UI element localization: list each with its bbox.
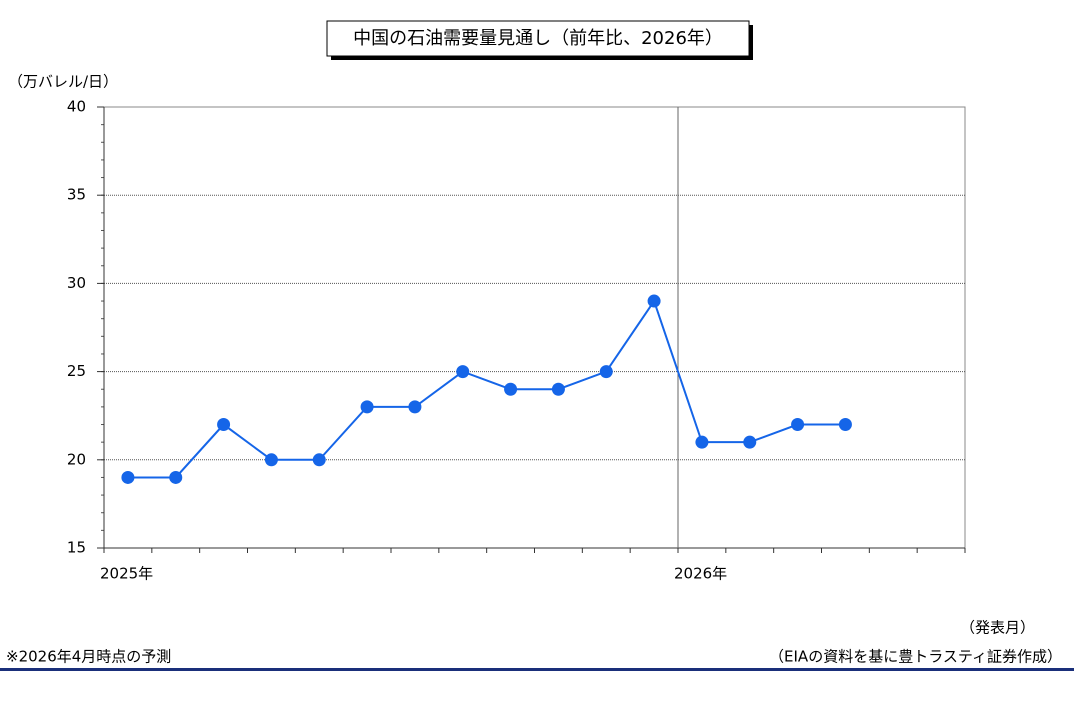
chart-title: 中国の石油需要量見通し（前年比、2026年） — [353, 28, 723, 49]
source: （EIAの資料を基に豊トラスティ証券作成） — [769, 648, 1062, 666]
data-point — [121, 470, 135, 484]
note: ※2026年4月時点の予測 — [6, 648, 171, 666]
plot-frame — [103, 106, 966, 549]
data-point — [743, 435, 757, 449]
data-point — [169, 470, 183, 484]
y-axis-label: （万バレル/日） — [8, 73, 118, 91]
title-box — [326, 20, 750, 57]
x-tick-label: 2025年 — [100, 565, 153, 583]
data-point — [838, 418, 852, 432]
series-line — [127, 298, 846, 479]
data-point — [791, 418, 805, 432]
x-axis-label: （発表月） — [960, 619, 1035, 637]
y-tick-label: 40 — [67, 98, 86, 116]
data-point — [408, 400, 422, 414]
footer-rule — [0, 668, 1074, 671]
x-tick-label: 2026年 — [674, 565, 727, 583]
data-point — [264, 453, 278, 467]
data-point — [360, 400, 374, 414]
data-point — [312, 453, 326, 467]
data-point — [647, 294, 661, 308]
y-tick-label: 25 — [67, 362, 86, 380]
data-point — [599, 365, 613, 379]
y-tick-label: 20 — [67, 450, 86, 468]
data-point — [456, 365, 470, 379]
data-point — [217, 418, 231, 432]
y-tick-label: 15 — [67, 539, 86, 557]
data-point — [551, 382, 565, 396]
y-tick-label: 35 — [67, 186, 86, 204]
data-point — [504, 382, 518, 396]
y-tick-label: 30 — [67, 274, 86, 292]
data-point — [695, 435, 709, 449]
